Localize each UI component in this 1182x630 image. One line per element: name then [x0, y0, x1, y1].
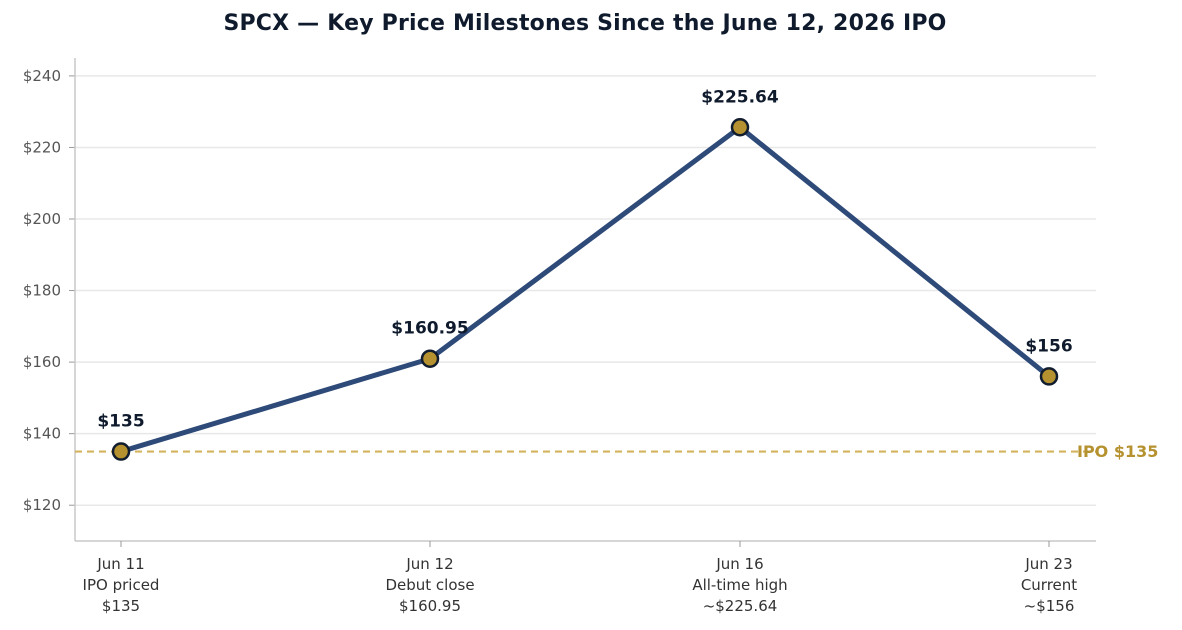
chart-title: SPCX — Key Price Milestones Since the Ju… [223, 11, 947, 36]
x-tick-label-line: Debut close [385, 576, 474, 594]
data-label: $160.95 [391, 319, 468, 339]
y-tick-label: $160 [23, 353, 61, 371]
y-tick-label: $140 [23, 425, 61, 443]
x-tick-label-line: Current [1021, 576, 1077, 594]
price-point [1039, 367, 1059, 386]
price-line [118, 124, 1052, 455]
data-label: $156 [1025, 336, 1072, 356]
x-tick-label-line: IPO priced [83, 576, 160, 594]
x-tick-label: Jun 12 Debut close $160.95 [385, 555, 474, 615]
x-tick-label: Jun 23 Current ~$156 [1021, 555, 1077, 615]
data-label: $135 [97, 412, 144, 432]
y-tick-label: $200 [23, 210, 61, 228]
x-tick-label-line: ~$225.64 [703, 597, 778, 615]
x-tick-label: Jun 11 IPO priced $135 [83, 555, 160, 615]
y-tick-label: $120 [23, 496, 61, 514]
x-tick-label-line: ~$156 [1024, 597, 1075, 615]
price-point [730, 118, 750, 137]
y-tick-label: $180 [23, 282, 61, 300]
y-tick-label: $240 [23, 67, 61, 85]
price-point [420, 349, 440, 368]
x-tick-label-line: $135 [102, 597, 140, 615]
data-label: $225.64 [701, 87, 779, 107]
x-tick-label-line: $160.95 [399, 597, 461, 615]
x-tick-label: Jun 16 All-time high ~$225.64 [692, 555, 787, 615]
x-tick-label-line: All-time high [692, 576, 787, 594]
x-tick-label-line: Jun 23 [1024, 555, 1072, 573]
x-tick-label-line: Jun 12 [405, 555, 453, 573]
price-point [111, 442, 131, 461]
y-tick-label: $220 [23, 138, 61, 156]
x-tick-label-line: Jun 16 [715, 555, 763, 573]
x-tick-label-line: Jun 11 [96, 555, 144, 573]
ipo-reference-label: IPO $135 [1077, 442, 1158, 461]
